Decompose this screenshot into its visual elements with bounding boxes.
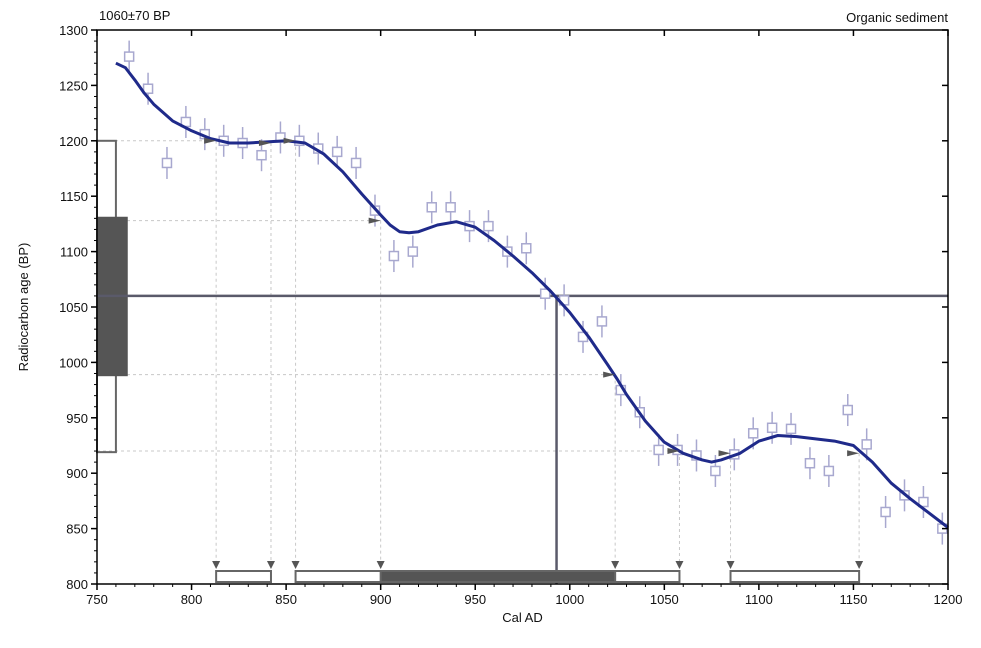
- curve-intercept-marker: [258, 140, 271, 147]
- x-tick-label: 1050: [650, 592, 679, 607]
- data-point: [747, 428, 759, 439]
- calibration-curve: [115, 61, 949, 529]
- y-tick-label: 950: [66, 411, 88, 426]
- data-point: [407, 246, 419, 257]
- curve-intercept-marker: [204, 137, 217, 144]
- range-boundary-marker: [291, 561, 300, 569]
- range-boundary-marker: [376, 561, 385, 569]
- data-point: [918, 496, 929, 508]
- plot-frame: [96, 29, 949, 585]
- curve-intercept-marker: [667, 448, 680, 455]
- data-point: [842, 404, 854, 416]
- y-tick-label: 900: [66, 466, 88, 481]
- y-tick-label: 1150: [60, 189, 88, 204]
- x-tick-label: 1150: [839, 592, 867, 607]
- chart-subtitle-right: Organic sediment: [846, 10, 948, 25]
- data-point: [521, 243, 532, 254]
- data-point: [426, 202, 437, 213]
- data-point: [823, 465, 835, 477]
- x-tick-label: 1000: [555, 592, 584, 607]
- data-point: [142, 83, 154, 94]
- data-point: [880, 506, 891, 518]
- data-point: [785, 423, 797, 435]
- data-point: [861, 439, 872, 450]
- data-point: [483, 220, 494, 232]
- data-point: [331, 146, 343, 158]
- data-point: [539, 288, 551, 299]
- x-tick-label: 750: [86, 592, 108, 607]
- x-tick-label: 800: [181, 592, 203, 607]
- x-axis-title: Cal AD: [502, 610, 542, 625]
- calibrated-range-1sigma: [379, 570, 617, 583]
- y-tick-label: 1300: [59, 23, 88, 38]
- x-tick-label: 850: [275, 592, 297, 607]
- y-tick-label: 1050: [59, 300, 88, 315]
- range-boundary-marker: [675, 561, 684, 569]
- curve-intercept-marker: [718, 450, 731, 457]
- curve-intercept-marker: [847, 450, 860, 457]
- data-point: [596, 316, 608, 327]
- y-tick-label: 850: [66, 522, 88, 537]
- x-tick-label: 900: [370, 592, 392, 607]
- x-tick-label: 950: [464, 592, 486, 607]
- range-boundary-marker: [212, 561, 221, 569]
- data-point: [388, 250, 400, 262]
- range-boundary-marker: [855, 561, 864, 569]
- y-axis-title: Radiocarbon age (BP): [16, 243, 31, 372]
- curve-intercept-marker: [283, 137, 296, 144]
- data-point: [123, 51, 135, 62]
- calibrated-range-2sigma: [215, 570, 272, 583]
- data-point: [350, 157, 362, 169]
- data-point: [445, 202, 456, 213]
- y-tick-label: 1000: [59, 355, 88, 370]
- data-point: [710, 465, 721, 477]
- chart-subtitle-left: 1060±70 BP: [99, 8, 171, 23]
- range-boundary-marker: [266, 561, 275, 569]
- x-tick-label: 1200: [934, 592, 963, 607]
- x-tick-label: 1100: [745, 592, 773, 607]
- data-point: [804, 457, 816, 469]
- curve-intercept-marker: [368, 217, 381, 224]
- range-boundary-marker: [726, 561, 735, 569]
- y-tick-label: 1250: [59, 78, 88, 93]
- y-tick-label: 800: [66, 577, 88, 592]
- data-point: [256, 149, 267, 161]
- curve-intercept-marker: [603, 371, 616, 378]
- range-boundary-marker: [611, 561, 620, 569]
- calibrated-range-2sigma: [729, 570, 861, 583]
- y-tick-label: 1200: [59, 134, 88, 149]
- data-point: [766, 422, 778, 434]
- y-tick-label: 1100: [60, 245, 88, 260]
- data-point: [653, 444, 664, 456]
- data-point: [161, 157, 173, 169]
